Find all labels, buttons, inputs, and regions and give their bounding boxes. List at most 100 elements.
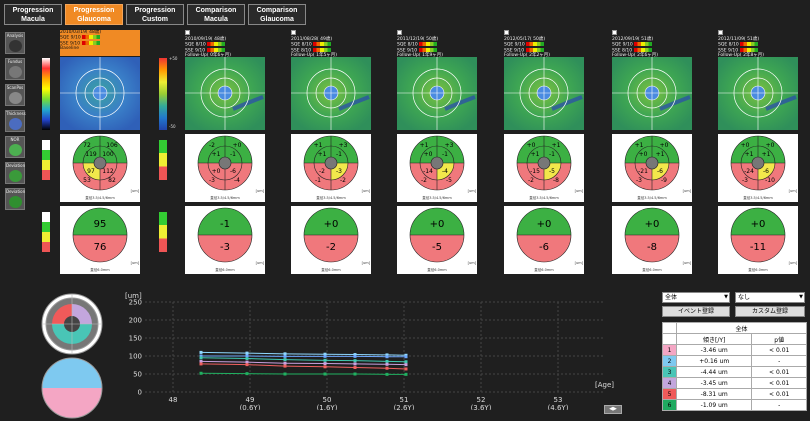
upper-half-value: 95 [94, 219, 107, 230]
trend-point [283, 354, 287, 358]
sector-chart-panel: [um] 直径3.5/4.5/6mm +1 +0 +0 +1 -21 -6 -3 -9 [612, 134, 692, 202]
sector-value: 106 [106, 142, 118, 149]
sector-value: -1 [230, 151, 236, 158]
quality-sse: SSE 8/10 [291, 48, 312, 53]
trend-point [199, 356, 203, 360]
trend-point [385, 353, 389, 357]
trend-point [404, 367, 408, 371]
trend-series-line [200, 363, 407, 370]
trend-row[interactable]: 6 -1.09 um - [662, 399, 807, 411]
thickness-map-image[interactable] [397, 57, 477, 130]
half-chart-panel: [um] 直径6.0mm -1 -3 [185, 206, 265, 274]
unit-label: [um] [574, 261, 583, 265]
trend-row[interactable]: 2 +0.16 um - [662, 355, 807, 367]
unit-label: [um] [788, 189, 797, 193]
sector-value: -6 [657, 168, 663, 175]
exam-checkbox[interactable] [185, 30, 190, 35]
slope-header: 傾き[/Y] [675, 333, 753, 345]
exam-header: 2011/12/19( 50歳) SQE 8/10 SSE 9/10 Follo… [397, 30, 477, 58]
thickness-map-image[interactable] [291, 57, 371, 130]
y-tick-label: 50 [133, 371, 142, 379]
quality-bar [81, 40, 100, 45]
trend-row[interactable]: 5 -8.31 um < 0.01 [662, 388, 807, 400]
row-p: < 0.01 [751, 344, 807, 356]
trend-row[interactable]: 3 -4.44 um < 0.01 [662, 366, 807, 378]
exam-date: 2010/09/19( 48歳) [185, 37, 227, 42]
exam-checkbox[interactable] [504, 30, 509, 35]
exam-checkbox[interactable] [718, 30, 723, 35]
quality-sse: SSE 9/10 [60, 41, 81, 46]
tool-analysis-button[interactable]: Analysis [5, 32, 25, 54]
lower-half-value: -2 [326, 242, 336, 253]
trend-point [385, 366, 389, 370]
trend-series-line [201, 355, 406, 358]
event-register-button[interactable]: イベント登録 [662, 306, 730, 317]
tab-comparison-macula[interactable]: Comparison Macula [187, 4, 245, 25]
row-index: 1 [662, 344, 677, 356]
unit-label: [um] [361, 189, 370, 193]
quality-sse: SSE 9/10 [504, 48, 525, 53]
tab-comparison-glaucoma[interactable]: Comparison Glaucoma [248, 4, 306, 25]
half-circle-chart: +0 -8 [624, 207, 680, 263]
trend-point [323, 354, 327, 358]
follow-up-label: Follow-Up( 2年8ヶ月) [718, 53, 765, 58]
half-chart-panel: [um] 直径6.0mm +0 -8 [612, 206, 692, 274]
thickness-map-image[interactable] [504, 57, 584, 130]
sector-value: -5 [446, 177, 452, 184]
x-tick-label: 51 [400, 396, 409, 404]
trend-point [245, 351, 249, 355]
thickness-map-image[interactable] [60, 57, 140, 130]
upper-half-value: +0 [430, 219, 445, 230]
exam-date: 2011/12/19( 50歳) [397, 37, 439, 42]
unit-label: [um] [467, 189, 476, 193]
y-tick-label: 150 [129, 335, 142, 343]
custom-register-button[interactable]: カスタム登録 [735, 306, 805, 317]
thickness-map-image[interactable] [612, 57, 692, 130]
sector-value: -2 [528, 177, 534, 184]
exam-checkbox[interactable] [397, 30, 402, 35]
trend-point [404, 372, 408, 376]
fundus-map-svg [397, 57, 477, 130]
trend-series-line [200, 351, 407, 356]
trend-row[interactable]: 1 -3.46 um < 0.01 [662, 344, 807, 356]
exam-checkbox[interactable] [291, 30, 296, 35]
exam-checkbox[interactable] [612, 30, 617, 35]
lower-half-value: 76 [94, 242, 107, 253]
trend-row[interactable]: 4 -3.45 um < 0.01 [662, 377, 807, 389]
tab-progression-macula[interactable]: Progression Macula [4, 4, 62, 25]
thickness-map-image[interactable] [718, 57, 798, 130]
tool-deviation-button-2[interactable]: Deviation [5, 188, 25, 210]
follow-up-label: Baseline [60, 46, 80, 51]
sector-value: -9 [661, 177, 667, 184]
tool-scanpos-button[interactable]: ScanPos [5, 84, 25, 106]
x-sub-label: (3.6Y) [471, 404, 492, 410]
trend-point [283, 372, 287, 376]
tab-progression-custom[interactable]: Progression Custom [126, 4, 184, 25]
tool-nor-button[interactable]: NOR [5, 136, 25, 158]
row-slope: -8.31 um [675, 388, 753, 400]
row-slope: -4.44 um [675, 366, 753, 378]
quality-sse: SSE 9/10 [397, 48, 418, 53]
graph-zoom-buttons[interactable]: ◀▶ [604, 405, 622, 414]
trend-point [199, 359, 203, 363]
y-tick-label: 200 [129, 317, 142, 325]
sector-chart-panel: [um] 直径3.5/4.5/6mm +0 +1 +1 -1 -15 -5 -2 -8 [504, 134, 584, 202]
trend-point [404, 355, 408, 359]
tool-deviation-button[interactable]: Deviation [5, 162, 25, 184]
follow-up-label: Follow-Up( 1年9ヶ月) [397, 53, 444, 58]
tool-thickness-button[interactable]: Thickness [5, 110, 26, 132]
trend-point [283, 352, 287, 356]
tool-fundus-button[interactable]: Fundus [5, 58, 25, 80]
sector-value: -2 [209, 142, 215, 149]
trend-point [353, 359, 357, 363]
quality-bar [419, 42, 438, 46]
x-sub-label: (2.6Y) [394, 404, 415, 410]
lower-half-value: -6 [539, 242, 549, 253]
region-select[interactable]: 全体 [662, 292, 730, 303]
unit-label: [um] [574, 189, 583, 193]
event-select[interactable]: なし [735, 292, 805, 303]
thickness-map-image[interactable] [185, 57, 265, 130]
quality-bar [313, 42, 332, 46]
sector-chart-panel: [um] 直径3.5/4.5/6mm +1 +3 +0 -1 -14 -4 -2 -5 [397, 134, 477, 202]
tab-progression-glaucoma[interactable]: Progression Glaucoma [65, 4, 123, 25]
